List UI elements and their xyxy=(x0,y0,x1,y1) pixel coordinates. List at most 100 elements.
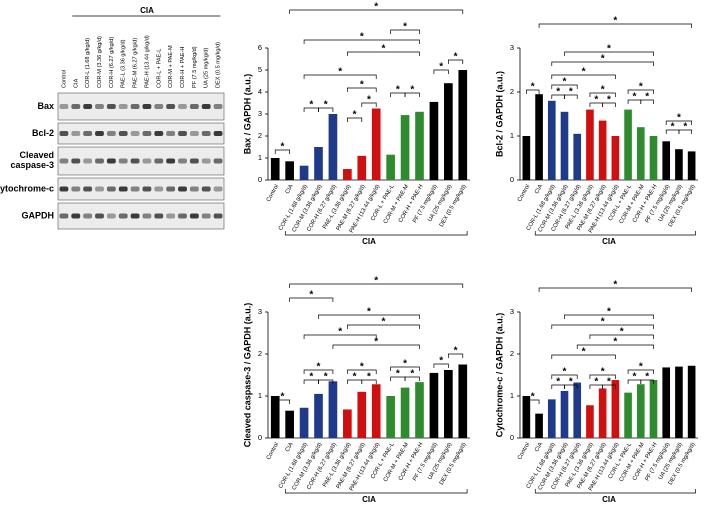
sig-bracket xyxy=(551,324,654,329)
blot-band xyxy=(166,213,176,219)
sig-star: * xyxy=(563,77,567,88)
y-tick-label: 0 xyxy=(510,433,514,442)
row-label: Cleaved caspase-3 xyxy=(10,150,54,170)
sig-bracket xyxy=(551,374,578,379)
y-tick-label: 2 xyxy=(258,349,262,358)
bar xyxy=(415,382,424,438)
blot-band xyxy=(201,213,211,219)
sig-star: * xyxy=(645,92,649,103)
sig-bracket xyxy=(551,61,654,66)
sig-star: * xyxy=(601,85,605,96)
lane-label: COR-L (1.68 g/kg/d) xyxy=(85,38,91,88)
blot-band xyxy=(130,186,140,192)
group-label: CIA xyxy=(362,495,376,504)
y-tick-label: 0 xyxy=(258,433,262,442)
blot-band xyxy=(189,213,199,219)
lane-label: COR-M + PAE-M xyxy=(168,45,174,88)
lane-label: COR-L + PAE-L xyxy=(156,49,162,88)
blot-band xyxy=(201,158,211,164)
blot-band xyxy=(130,131,140,136)
x-tick-label: CIA xyxy=(534,442,544,453)
sig-bracket xyxy=(627,89,654,94)
sig-star: * xyxy=(531,392,535,403)
blot-band xyxy=(71,158,81,164)
bar xyxy=(270,158,280,180)
bar xyxy=(285,161,294,180)
sig-star: * xyxy=(396,369,400,380)
row-label: Cytochrome-c xyxy=(0,183,54,193)
blot-band xyxy=(213,104,223,109)
row-label: Bax xyxy=(37,101,54,111)
x-tick-label: Control xyxy=(517,442,532,461)
sig-star: * xyxy=(607,307,611,318)
sig-bracket xyxy=(390,366,420,371)
group-bracket xyxy=(534,489,696,494)
bar xyxy=(299,165,309,180)
sig-star: * xyxy=(374,2,378,13)
sig-bracket xyxy=(448,59,464,64)
sig-star: * xyxy=(410,369,414,380)
sig-star: * xyxy=(367,307,371,318)
blot-band xyxy=(201,131,211,136)
bar xyxy=(598,388,607,438)
y-tick-label: 1 xyxy=(258,391,262,400)
sig-star: * xyxy=(338,67,342,78)
sig-bracket xyxy=(551,84,578,89)
bar xyxy=(675,149,683,180)
blot-band xyxy=(213,131,223,136)
blot-band xyxy=(166,131,176,136)
sig-star: * xyxy=(582,67,586,78)
sig-star: * xyxy=(374,337,378,348)
bar xyxy=(357,155,367,180)
sig-star: * xyxy=(454,346,458,357)
blot-band xyxy=(95,104,104,109)
sig-star: * xyxy=(607,44,611,55)
group-label: CIA xyxy=(602,237,616,246)
sig-bracket xyxy=(589,92,616,97)
sig-bracket xyxy=(665,120,692,125)
bar xyxy=(299,407,309,438)
sig-star: * xyxy=(381,317,385,328)
blot-band xyxy=(189,104,199,109)
sig-star: * xyxy=(309,290,313,301)
bar xyxy=(547,100,556,180)
bar xyxy=(535,413,543,438)
sig-star: * xyxy=(280,142,284,153)
y-tick-label: 2 xyxy=(510,349,514,358)
bar xyxy=(662,141,671,180)
blot-band xyxy=(118,104,128,109)
bar xyxy=(535,94,543,180)
y-tick-label: 3 xyxy=(258,307,262,316)
bar xyxy=(687,365,696,438)
sig-bracket xyxy=(602,102,616,107)
bar xyxy=(415,111,424,180)
blot-band xyxy=(142,104,152,109)
y-axis-label: Cleaved caspase-3 / GAPDH (a.u.) xyxy=(242,303,252,448)
bar xyxy=(314,147,323,180)
sig-star: * xyxy=(280,392,284,403)
blot-band xyxy=(83,104,93,109)
sig-star: * xyxy=(607,377,611,388)
sig-star: * xyxy=(439,62,443,73)
blot-band xyxy=(71,131,81,136)
blot-band xyxy=(95,213,104,219)
bar xyxy=(636,127,645,180)
blot-band xyxy=(142,158,152,164)
sig-star: * xyxy=(403,22,407,33)
blot-band xyxy=(213,213,223,219)
sig-bracket xyxy=(347,117,363,122)
blot-band xyxy=(59,186,69,192)
bar xyxy=(444,369,453,438)
bar xyxy=(586,109,594,180)
lane-label: CIA xyxy=(73,78,79,88)
bar xyxy=(314,393,323,438)
sig-bracket xyxy=(303,39,420,44)
blot-band xyxy=(118,131,128,136)
y-tick-label: 6 xyxy=(258,43,262,52)
sig-bracket xyxy=(576,344,654,349)
bar xyxy=(687,151,696,180)
group-bracket xyxy=(284,489,468,494)
sig-bracket xyxy=(303,74,377,79)
bar xyxy=(611,380,620,438)
sig-star: * xyxy=(677,113,681,124)
